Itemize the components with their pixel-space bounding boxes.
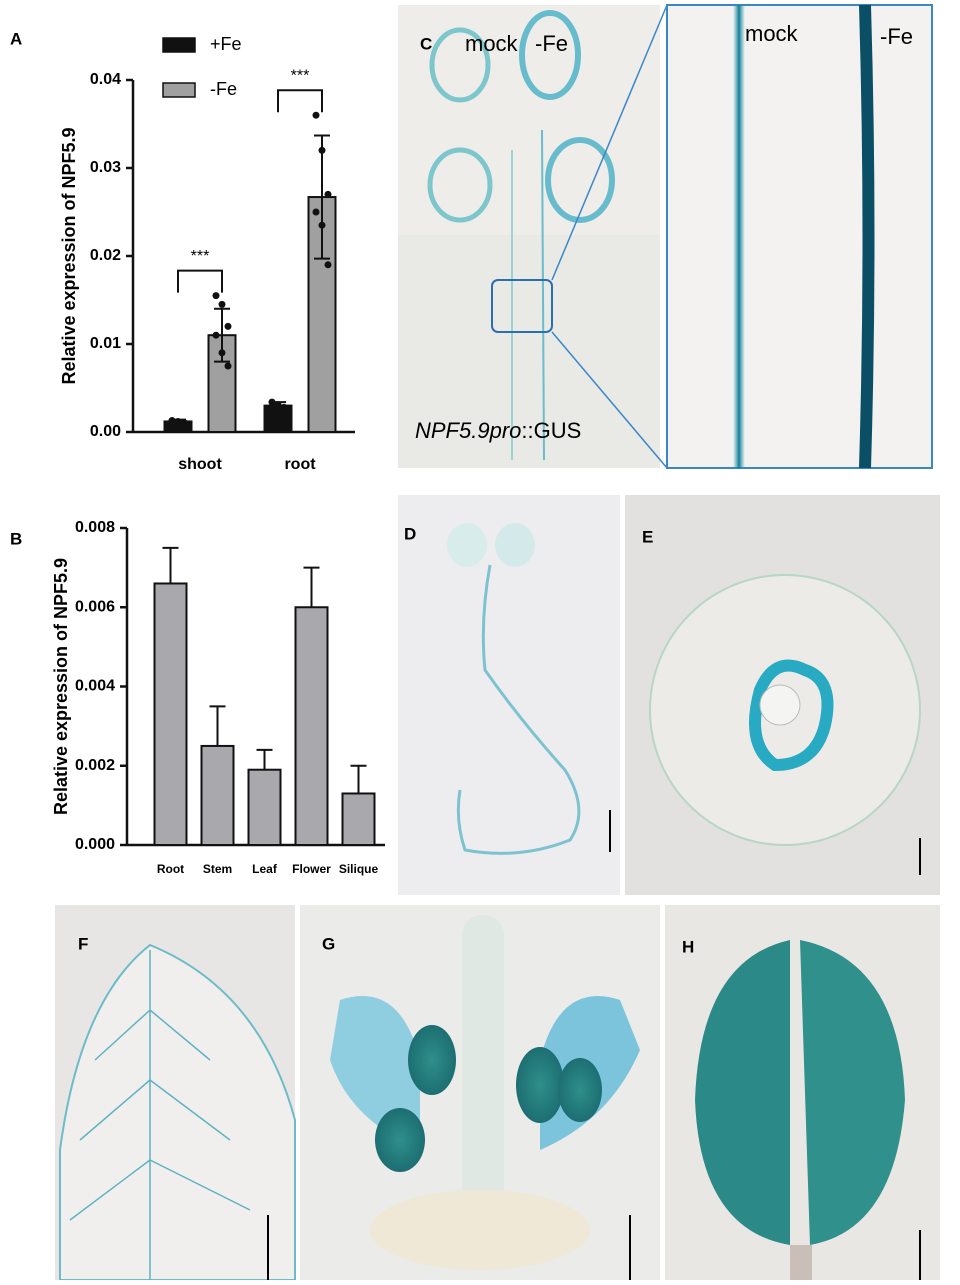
y-tick-label: 0.004: [75, 678, 115, 695]
y-tick-label: 0.02: [90, 247, 121, 264]
image-text: -Fe: [535, 31, 568, 56]
y-tick-label: 0.000: [75, 836, 115, 853]
panel-label: G: [322, 934, 335, 953]
y-axis-label: Relative expression of NPF5.9: [51, 558, 71, 815]
caption: NPF5.9pro::GUS: [415, 418, 581, 443]
panel-label: B: [10, 529, 22, 548]
legend-swatch: [162, 37, 196, 53]
panel-label: H: [682, 937, 694, 956]
error-bar: [303, 566, 320, 608]
caption-rest: ::GUS: [521, 418, 581, 443]
image-text: -Fe: [880, 24, 913, 49]
significance-bracket: [277, 89, 323, 113]
error-bar: [256, 748, 273, 770]
data-point: [280, 403, 288, 411]
data-point: [174, 417, 182, 425]
data-point: [318, 146, 326, 154]
data-point: [218, 300, 226, 308]
y-tick-label: 0.03: [90, 159, 121, 176]
data-point: [224, 362, 232, 370]
data-point: [218, 349, 226, 357]
data-point: [318, 221, 326, 229]
charts: A Relative expression of NPF5.9 0.00 0.01 0.…: [10, 29, 385, 876]
micrograph-h: H: [665, 905, 940, 1280]
caption-italic: NPF5.9pro: [415, 418, 521, 443]
legend-label: +Fe: [210, 34, 242, 54]
bar: [200, 744, 235, 846]
x-tick-label: Root: [157, 862, 184, 876]
legend-label: -Fe: [210, 79, 237, 99]
annotation: ***: [291, 67, 310, 84]
micrograph-f: F: [55, 905, 296, 1281]
micrograph-e: E: [625, 495, 940, 895]
data-point: [324, 190, 332, 198]
x-tick-label: Flower: [292, 862, 331, 876]
panel-label: E: [642, 527, 653, 546]
x-tick-label: shoot: [178, 456, 222, 473]
y-tick-label: 0.04: [90, 71, 121, 88]
y-tick-label: 0.006: [75, 598, 115, 615]
panel-label: F: [78, 934, 88, 953]
y-tick-label: 0.008: [75, 519, 115, 536]
panel-label: A: [10, 29, 22, 48]
error-bar: [314, 134, 330, 260]
error-bar: [209, 705, 226, 746]
data-point: [324, 261, 332, 269]
bar: [247, 768, 282, 847]
image-text: mock: [745, 21, 799, 46]
error-bar: [214, 307, 230, 363]
bar: [341, 792, 376, 846]
error-bar: [350, 764, 367, 794]
data-point: [180, 418, 188, 426]
micrograph-c: C mock -Fe NPF5.9pro::GUS: [398, 4, 668, 469]
micrograph-g: G: [300, 905, 660, 1280]
bar: [153, 582, 188, 846]
x-tick-label: root: [284, 456, 316, 473]
legend-swatch: [162, 82, 196, 98]
y-tick-label: 0.00: [90, 423, 121, 440]
y-axis-label: Relative expression of NPF5.9: [59, 127, 79, 384]
data-point: [274, 401, 282, 409]
significance-bracket: [177, 269, 223, 293]
data-point: [224, 322, 232, 330]
data-point: [312, 208, 320, 216]
micrograph-c-zoom: mock -Fe: [666, 4, 933, 470]
x-tick-label: Silique: [339, 862, 379, 876]
panel-label: C: [420, 34, 432, 53]
image-text: mock: [465, 31, 519, 56]
micrograph-d: D: [398, 495, 620, 895]
bar: [294, 606, 329, 846]
data-point: [212, 292, 220, 300]
data-point: [268, 402, 276, 410]
panel-label: D: [404, 524, 416, 543]
data-point: [168, 417, 176, 425]
annotation: ***: [191, 248, 210, 265]
y-tick-label: 0.002: [75, 757, 115, 774]
error-bar: [162, 546, 179, 584]
x-tick-label: Stem: [203, 862, 232, 876]
y-tick-label: 0.01: [90, 335, 121, 352]
data-point: [212, 331, 220, 339]
data-point: [312, 111, 320, 119]
x-tick-label: Leaf: [252, 862, 278, 876]
